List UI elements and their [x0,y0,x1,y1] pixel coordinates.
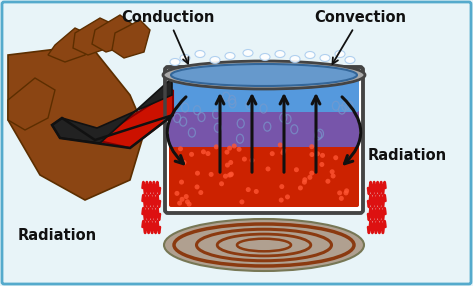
Ellipse shape [225,162,230,168]
Ellipse shape [175,191,179,196]
Ellipse shape [345,57,355,63]
Text: Convection: Convection [314,10,406,64]
Ellipse shape [335,51,345,57]
FancyBboxPatch shape [169,73,359,112]
Ellipse shape [182,160,186,165]
Ellipse shape [279,198,284,202]
Ellipse shape [302,177,307,182]
Ellipse shape [227,146,232,151]
Ellipse shape [305,51,315,59]
Polygon shape [92,15,132,52]
Ellipse shape [228,172,233,177]
Ellipse shape [228,160,233,165]
Ellipse shape [250,158,254,163]
Ellipse shape [180,55,190,61]
Ellipse shape [198,190,203,195]
Ellipse shape [201,149,206,154]
Ellipse shape [225,53,235,59]
Ellipse shape [214,144,219,149]
Ellipse shape [177,200,182,206]
Ellipse shape [171,64,357,86]
Ellipse shape [337,190,342,195]
Ellipse shape [163,61,365,89]
Ellipse shape [164,219,364,271]
Ellipse shape [229,172,234,176]
Ellipse shape [227,172,232,178]
Ellipse shape [298,185,303,190]
Polygon shape [52,78,172,143]
Ellipse shape [285,194,290,199]
Ellipse shape [236,147,242,152]
Polygon shape [48,28,90,62]
Ellipse shape [170,59,180,65]
Ellipse shape [275,51,285,57]
Ellipse shape [225,150,229,155]
Ellipse shape [343,190,349,195]
Polygon shape [73,18,115,55]
Ellipse shape [243,49,253,57]
Ellipse shape [179,180,184,184]
Ellipse shape [178,146,183,151]
FancyBboxPatch shape [169,138,359,207]
Ellipse shape [232,144,237,148]
Ellipse shape [209,172,214,177]
Polygon shape [8,78,55,130]
Ellipse shape [185,199,190,204]
Ellipse shape [309,171,314,176]
Ellipse shape [239,199,245,204]
Ellipse shape [180,197,184,202]
Ellipse shape [195,171,200,176]
Ellipse shape [184,194,189,199]
Ellipse shape [290,55,300,63]
FancyBboxPatch shape [2,2,471,284]
Ellipse shape [333,155,338,160]
Ellipse shape [195,51,205,57]
Ellipse shape [223,174,228,179]
Ellipse shape [242,157,247,162]
Text: Conduction: Conduction [121,10,215,63]
Ellipse shape [315,151,320,156]
Ellipse shape [189,152,194,157]
FancyBboxPatch shape [169,93,359,147]
Ellipse shape [187,202,192,207]
Ellipse shape [219,181,224,186]
Ellipse shape [331,174,335,178]
Ellipse shape [194,184,200,189]
Ellipse shape [254,189,259,194]
Polygon shape [112,20,150,58]
Ellipse shape [279,184,284,189]
Polygon shape [8,45,145,200]
Ellipse shape [246,187,251,192]
Ellipse shape [320,55,330,61]
Ellipse shape [278,142,283,147]
Ellipse shape [280,150,285,155]
Polygon shape [95,90,173,148]
Ellipse shape [281,148,286,153]
Ellipse shape [205,151,210,156]
Ellipse shape [302,180,307,185]
Ellipse shape [330,169,335,174]
Ellipse shape [260,53,270,61]
Ellipse shape [270,151,275,156]
Ellipse shape [309,144,314,149]
Ellipse shape [265,166,271,171]
Ellipse shape [325,179,331,184]
Ellipse shape [339,196,344,201]
Ellipse shape [294,167,299,172]
FancyBboxPatch shape [165,67,363,213]
Ellipse shape [320,153,325,158]
Ellipse shape [210,57,220,63]
Text: Radiation: Radiation [368,148,447,162]
Ellipse shape [319,162,324,167]
Ellipse shape [344,188,349,193]
Ellipse shape [307,175,312,180]
Text: Radiation: Radiation [18,228,97,243]
Ellipse shape [309,152,315,157]
